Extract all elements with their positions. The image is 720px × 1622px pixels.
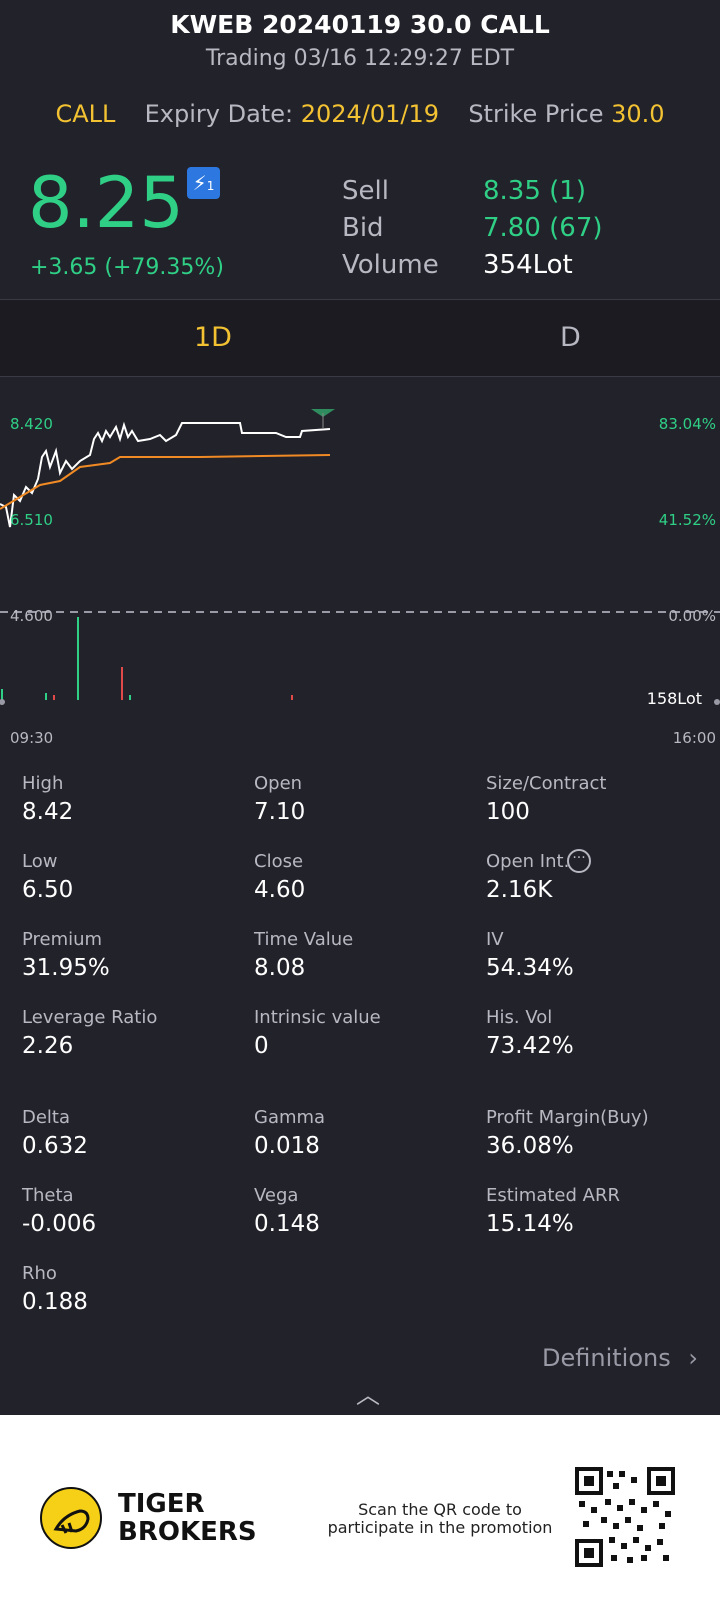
bid-value: 7.80 (67) (483, 213, 603, 243)
stat-leverage-value: 2.26 (22, 1033, 74, 1059)
stat-delta-value: 0.632 (22, 1133, 88, 1159)
stat-size-value: 100 (486, 799, 530, 825)
volume-label: Volume (342, 250, 439, 280)
stat-vega-label: Vega (254, 1185, 299, 1206)
stat-premium-label: Premium (22, 929, 103, 950)
bid-label: Bid (342, 213, 384, 243)
stat-gamma-label: Gamma (254, 1107, 326, 1128)
volume-max-label: 158Lot (646, 689, 702, 708)
stat-arr-value: 15.14% (486, 1211, 574, 1237)
lightning-badge: 1 (206, 179, 215, 193)
stat-theta-label: Theta (22, 1185, 74, 1206)
pct-high-label: 83.04% (658, 415, 716, 433)
strike-label: Strike Price (468, 100, 604, 128)
stat-profit-value: 36.08% (486, 1133, 574, 1159)
stat-delta-label: Delta (22, 1107, 71, 1128)
stat-high-value: 8.42 (22, 799, 74, 825)
chart-tabs: 1D D (0, 300, 720, 376)
stat-hisvol-label: His. Vol (486, 1007, 553, 1028)
stat-hisvol-value: 73.42% (486, 1033, 574, 1059)
option-type: CALL (55, 100, 116, 128)
stat-leverage-label: Leverage Ratio (22, 1007, 158, 1028)
stat-size-label: Size/Contract (486, 773, 607, 794)
stat-timevalue-value: 8.08 (254, 955, 306, 981)
volume-value: 354Lot (483, 250, 573, 280)
time-start-label: 09:30 (10, 729, 54, 747)
stat-theta-value: -0.006 (22, 1211, 97, 1237)
pct-low-label: 41.52% (658, 511, 716, 529)
average-line (0, 454, 331, 510)
y-base-label: 4.600 (10, 607, 53, 625)
stat-openint-label: Open Int. (486, 851, 570, 872)
trading-status: Trading 03/16 12:29:27 EDT (205, 46, 515, 71)
stat-low-value: 6.50 (22, 877, 74, 903)
stat-high-label: High (22, 773, 64, 794)
stat-low-label: Low (22, 851, 58, 872)
y-low-label: 6.510 (10, 511, 53, 529)
range-start-dot (0, 699, 5, 705)
stat-open-label: Open (254, 773, 303, 794)
divider (0, 376, 720, 377)
definitions-link[interactable]: Definitions › (542, 1344, 698, 1372)
more-info-icon[interactable]: ··· (567, 849, 591, 873)
stat-timevalue-label: Time Value (254, 929, 354, 950)
expiry-value: 2024/01/19 (300, 100, 440, 128)
strike-value: 30.0 (611, 100, 665, 128)
tab-1d[interactable]: 1D (194, 322, 232, 353)
stat-open-value: 7.10 (254, 799, 306, 825)
sell-value: 8.35 (1) (483, 176, 586, 206)
stat-gamma-value: 0.018 (254, 1133, 320, 1159)
stat-iv-label: IV (486, 929, 504, 950)
promo-text: Scan the QR code to participate in the p… (320, 1501, 560, 1537)
brand-name-line1: TIGER (118, 1489, 205, 1519)
stat-openint-value: 2.16K (486, 877, 553, 903)
stat-profit-label: Profit Margin(Buy) (486, 1107, 649, 1128)
price-change: +3.65 (+79.35%) (30, 255, 224, 280)
tab-d[interactable]: D (560, 322, 581, 353)
qr-code-icon[interactable] (575, 1467, 675, 1567)
chevron-up-icon[interactable]: ︿ (356, 1381, 380, 1409)
expiry-label: Expiry Date: (144, 100, 294, 128)
tiger-stripes (53, 1509, 90, 1534)
price-line (0, 421, 331, 528)
sell-label: Sell (342, 176, 389, 206)
option-title: KWEB 20240119 30.0 CALL (170, 10, 550, 39)
stat-rho-label: Rho (22, 1263, 57, 1284)
stat-close-label: Close (254, 851, 304, 872)
stat-premium-value: 31.95% (22, 955, 110, 981)
tiger-logo-icon (40, 1487, 102, 1549)
stat-intrinsic-value: 0 (254, 1033, 269, 1059)
time-end-label: 16:00 (672, 729, 716, 747)
pct-base-label: 0.00% (668, 607, 716, 625)
divider (0, 299, 720, 300)
stat-iv-value: 54.34% (486, 955, 574, 981)
chart-svg (0, 409, 720, 705)
stat-rho-value: 0.188 (22, 1289, 88, 1315)
option-info-row: CALL Expiry Date: 2024/01/19 Strike Pric… (0, 100, 720, 128)
qr-code-graphic (575, 1467, 675, 1567)
promo-line1: Scan the QR code to (358, 1500, 522, 1519)
range-end-dot (714, 699, 720, 705)
chevron-right-icon: › (688, 1344, 698, 1372)
promo-line2: participate in the promotion (327, 1518, 553, 1537)
intraday-chart[interactable]: 8.420 6.510 4.600 83.04% 41.52% 0.00% 15… (0, 377, 720, 747)
y-high-label: 8.420 (10, 415, 53, 433)
definitions-label: Definitions (542, 1344, 671, 1372)
promo-footer: TIGER BROKERS Scan the QR code to partic… (0, 1415, 720, 1622)
stat-close-value: 4.60 (254, 877, 306, 903)
lightning-icon[interactable]: ⚡1 (187, 167, 220, 199)
stat-vega-value: 0.148 (254, 1211, 320, 1237)
stat-arr-label: Estimated ARR (486, 1185, 620, 1206)
stat-intrinsic-label: Intrinsic value (254, 1007, 381, 1028)
brand-name-line2: BROKERS (118, 1517, 257, 1547)
last-price: 8.25 (28, 162, 184, 244)
